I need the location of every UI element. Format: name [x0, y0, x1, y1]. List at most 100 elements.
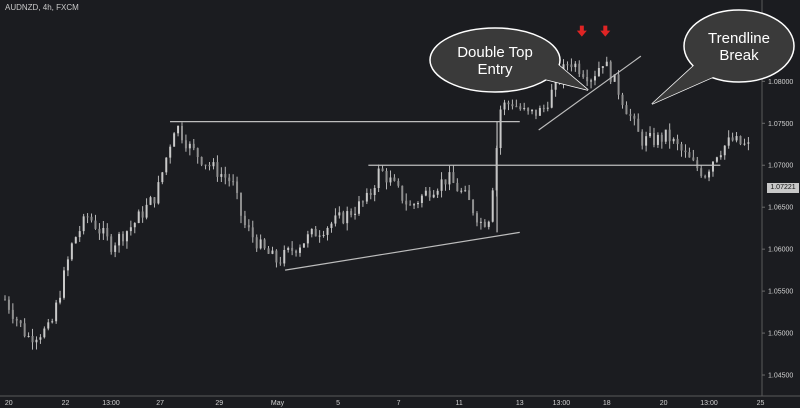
candle-body [354, 213, 357, 215]
candle-body [633, 115, 636, 119]
candle-body [177, 125, 180, 134]
candle-body [444, 179, 447, 185]
candle-body [377, 168, 380, 189]
candle-body [413, 204, 416, 206]
y-tick-label: 1.05500 [768, 289, 793, 296]
candle-body [212, 162, 215, 167]
candle-body [228, 177, 231, 182]
x-tick-label: 13:00 [700, 400, 718, 407]
candle-body [369, 192, 372, 196]
candle-body [499, 109, 502, 149]
candle-body [357, 201, 360, 214]
x-tick-label: 13:00 [102, 400, 120, 407]
candle-body [420, 195, 423, 203]
trendline-break-callout-text: Break [719, 47, 759, 64]
candle-body [137, 211, 140, 224]
candle-body [700, 168, 703, 176]
candle-body [338, 212, 341, 216]
candle-body [78, 231, 81, 238]
candle-body [531, 109, 534, 112]
candle-body [180, 125, 183, 141]
candle-body [523, 108, 526, 110]
candle-body [173, 133, 176, 147]
candle-body [641, 131, 644, 146]
candle-body [326, 227, 329, 235]
rising-support-line [284, 231, 520, 271]
candle-body [125, 231, 128, 242]
candle-body [62, 270, 65, 298]
candle-body [342, 212, 345, 224]
candle-body [94, 220, 97, 229]
x-tick-label: 7 [397, 400, 401, 407]
candle-body [361, 201, 364, 203]
candle-body [507, 102, 510, 105]
candle-body [145, 204, 148, 218]
y-tick-label: 1.07500 [768, 121, 793, 128]
candle-body [574, 63, 577, 68]
candle-body [106, 227, 109, 237]
candle-body [511, 104, 514, 107]
candle-body [118, 233, 121, 246]
candle-body [743, 143, 746, 145]
candle-body [295, 250, 298, 253]
candle-body [668, 129, 671, 142]
candle-body [460, 190, 463, 192]
x-tick-label: 20 [660, 400, 668, 407]
candle-body [208, 164, 211, 167]
candle-body [334, 215, 337, 224]
candle-body [409, 204, 412, 206]
candle-body [491, 190, 494, 222]
candle-body [74, 237, 77, 244]
candle-body [365, 192, 368, 202]
candle-body [570, 64, 573, 68]
candle-body [554, 78, 557, 90]
candle-body [98, 228, 101, 234]
candle-body [165, 157, 168, 173]
candle-body [196, 148, 199, 158]
candle-body [601, 66, 604, 68]
candle-body [578, 63, 581, 75]
candle-body [735, 136, 738, 141]
candle-body [102, 227, 105, 234]
candle-body [566, 64, 569, 66]
double-top-trendline-line [538, 55, 642, 131]
candle-body [542, 108, 545, 110]
candle-body [432, 194, 435, 198]
candle-body [31, 336, 34, 343]
candle-body [680, 144, 683, 151]
x-tick-label: 5 [336, 400, 340, 407]
candle-body [133, 223, 136, 228]
candle-body [291, 247, 294, 251]
candle-body [739, 136, 742, 145]
double-top-callout-bubble [429, 27, 561, 93]
candle-body [645, 136, 648, 146]
candle-body [688, 152, 691, 158]
candle-body [389, 177, 392, 183]
candle-body [204, 164, 207, 166]
candle-body [19, 320, 22, 324]
candle-body [436, 190, 439, 195]
candle-body [373, 188, 376, 196]
candle-body [440, 179, 443, 191]
candle-body [157, 182, 160, 204]
candle-body [322, 234, 325, 236]
candle-body [621, 94, 624, 106]
trendline-break-callout-tail-fill [652, 60, 720, 104]
candle-body [267, 248, 270, 254]
trendline-break-callout-bubble [683, 9, 795, 83]
candle-body [161, 172, 164, 183]
candle-body [416, 202, 419, 205]
red-arrow-icon [576, 25, 587, 37]
candle-body [11, 309, 14, 319]
candle-body [660, 134, 663, 142]
candle-body [141, 211, 144, 218]
candle-body [188, 143, 191, 149]
candle-body [27, 336, 30, 338]
candle-body [593, 76, 596, 81]
candle-body [251, 227, 254, 238]
x-tick-label: 25 [757, 400, 765, 407]
candle-body [605, 61, 608, 67]
candle-body [715, 157, 718, 162]
